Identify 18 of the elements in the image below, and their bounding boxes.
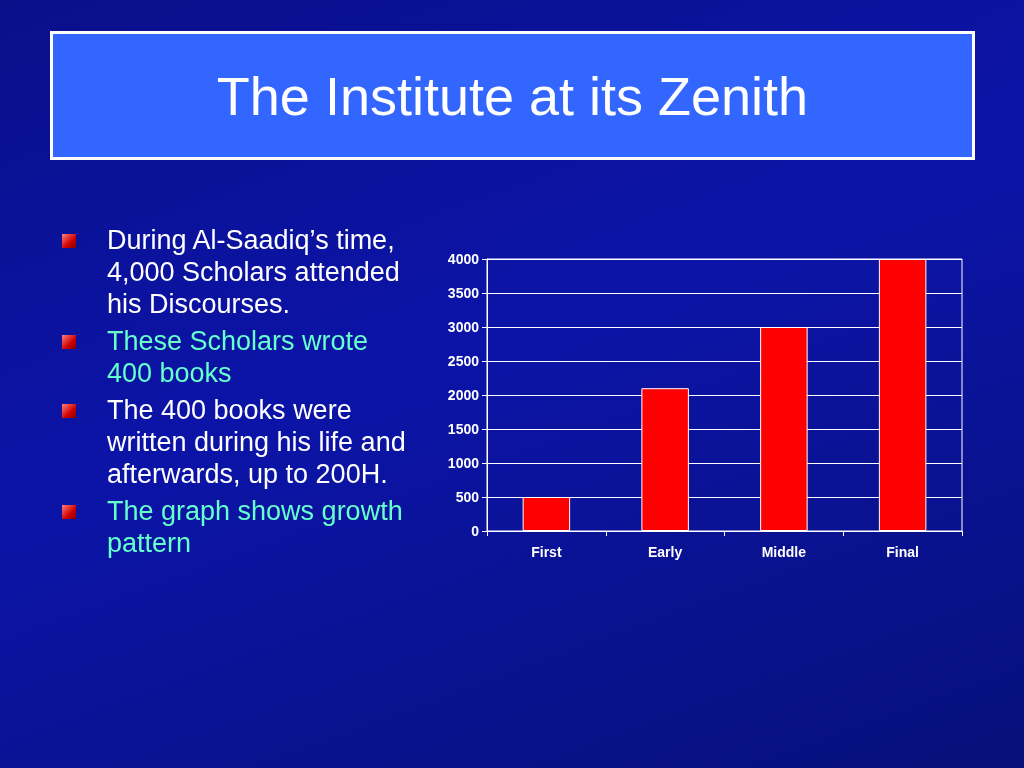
y-tick-label: 2500: [447, 353, 480, 369]
y-tick-label: 2000: [447, 387, 480, 403]
x-tick-label: First: [531, 544, 562, 560]
chart-title: The Institute at its Zenith: [50, 31, 975, 160]
y-tick-label: 500: [455, 489, 480, 505]
y-tick-label: 0: [471, 523, 480, 539]
y-tick-label: 4000: [447, 251, 480, 267]
y-tick-label: 3000: [447, 319, 480, 335]
x-tick-label: Final: [886, 544, 919, 560]
text: The 400 books were written during his life and afterwards, up to 200H.: [107, 395, 406, 489]
text: These Scholars wrote 400 books: [107, 326, 369, 388]
y-tick-label: 1000: [447, 455, 480, 471]
text: The graph shows growth pattern: [107, 496, 403, 558]
x-tick-label: Early: [648, 544, 683, 560]
y-tick-label: 3500: [447, 285, 480, 301]
text: During Al-Saadiq’s time, 4,000 Scholars attended his Discourses.: [107, 225, 400, 319]
x-tick-label: Middle: [761, 544, 807, 560]
y-tick-label: 1500: [447, 421, 480, 437]
